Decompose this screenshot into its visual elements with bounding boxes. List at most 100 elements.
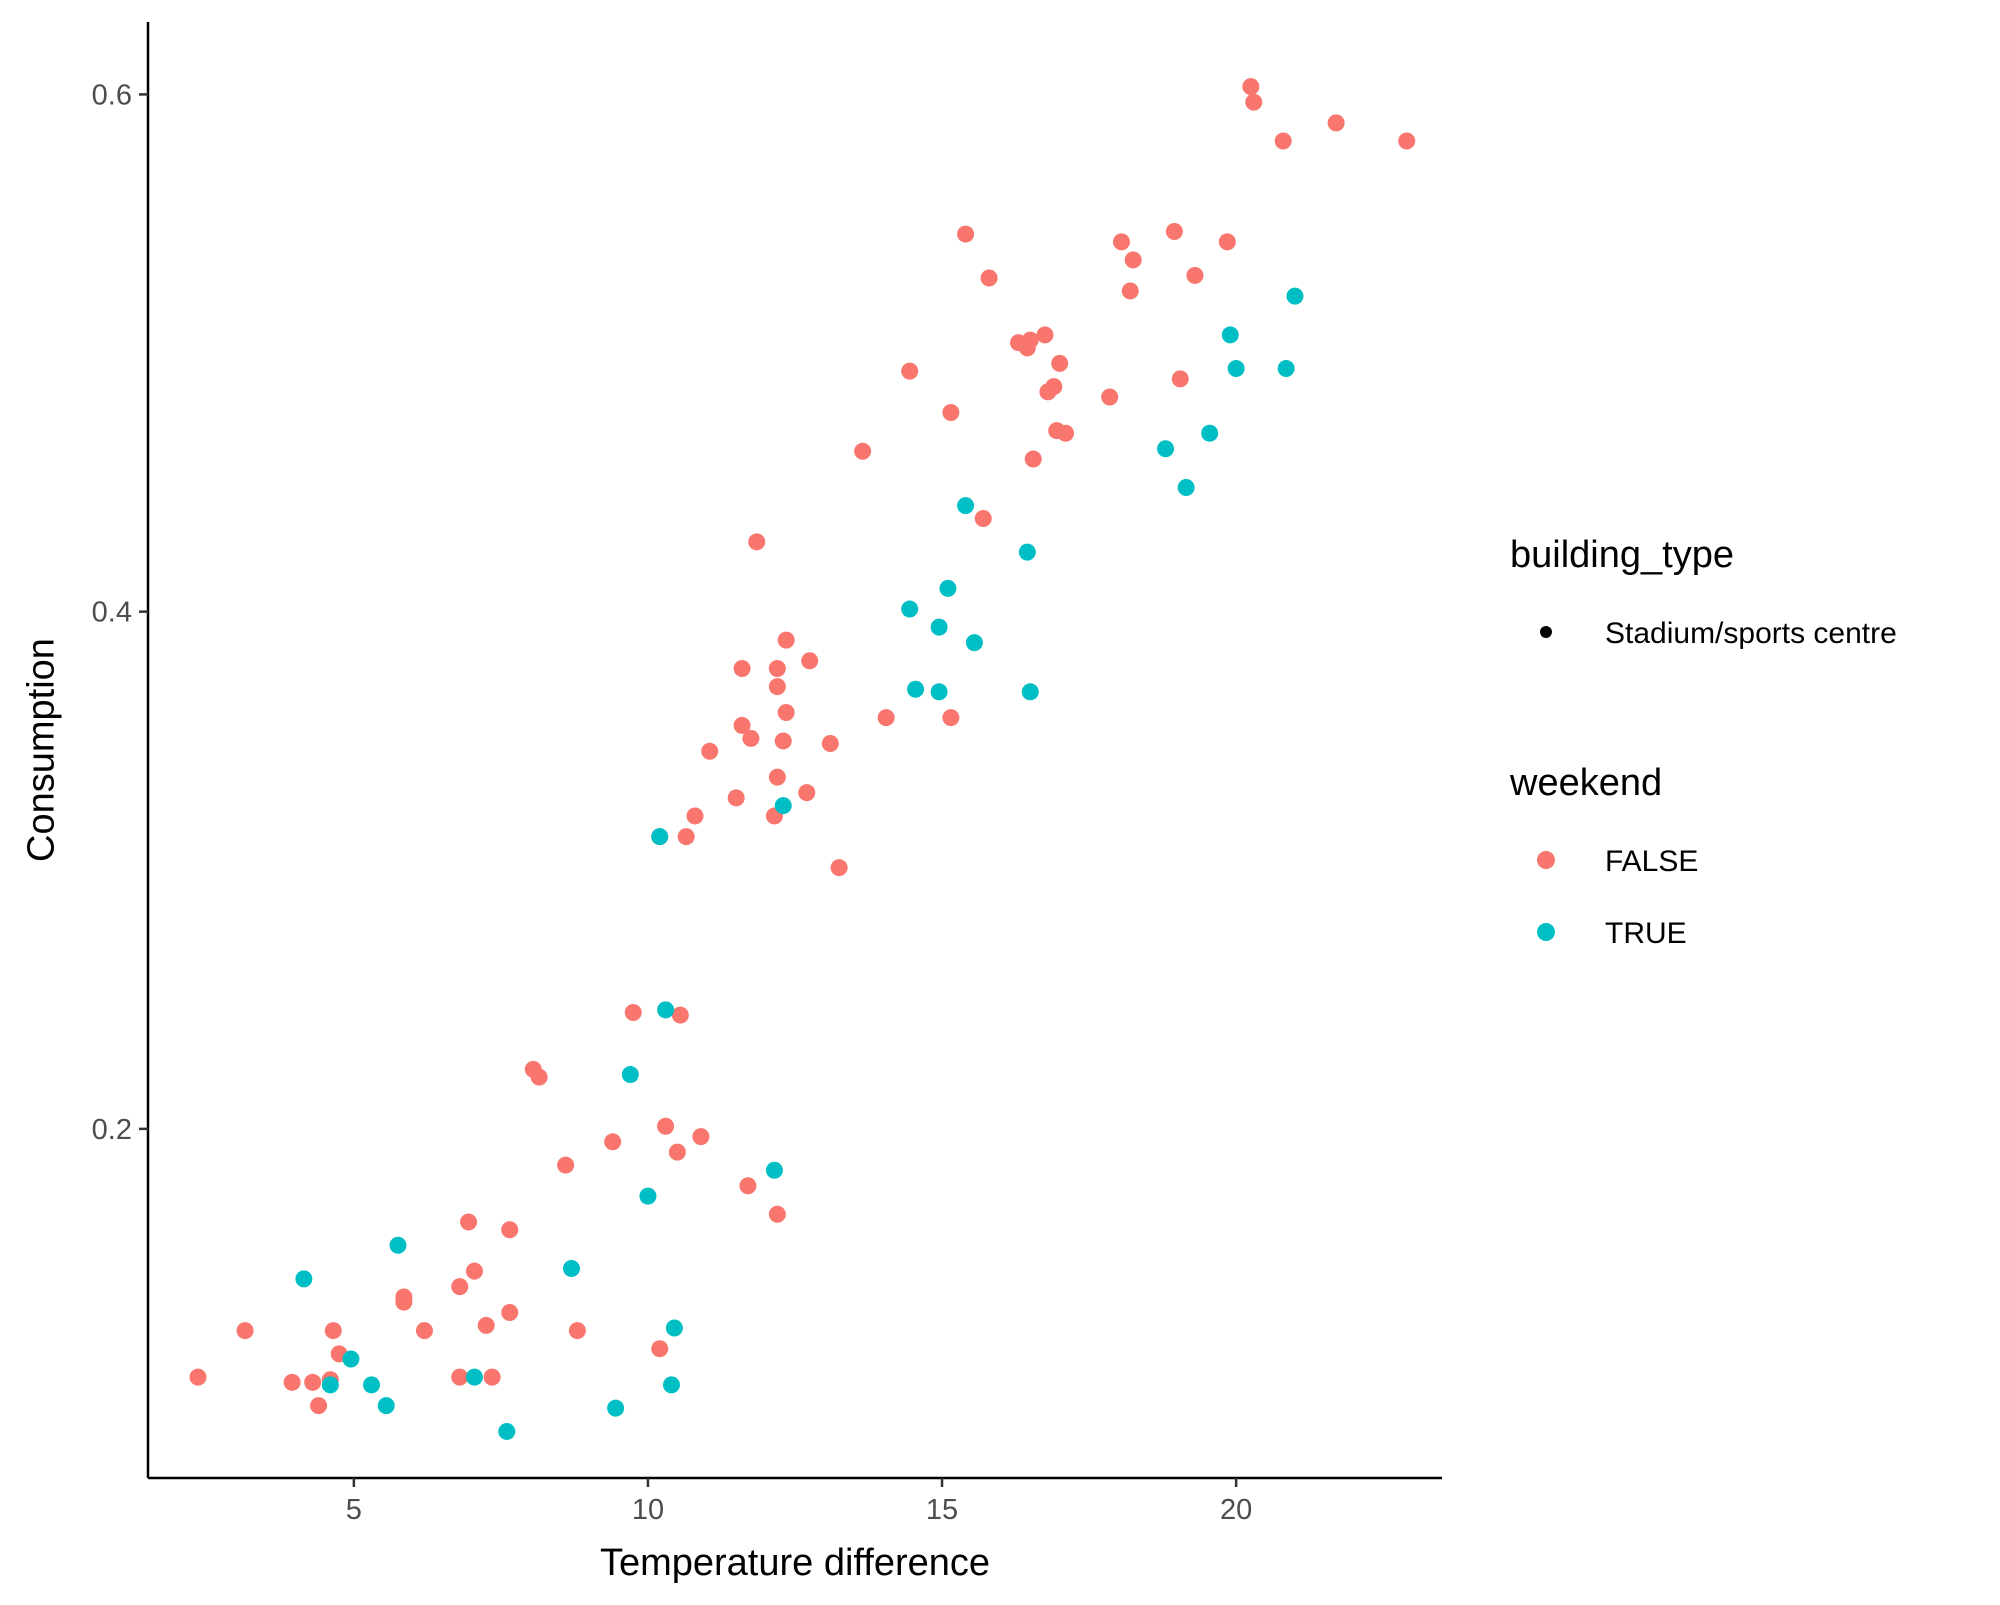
data-point-true [907,680,925,698]
data-point-false [395,1293,413,1311]
data-point-false [798,784,816,802]
y-tick-label: 0.4 [92,597,132,629]
data-point-true [295,1270,313,1288]
x-tick-label: 20 [1220,1494,1252,1526]
data-point-false [304,1373,322,1391]
data-point-false [1171,370,1189,388]
legend-key-false [1537,851,1555,869]
data-point-true [1201,424,1219,442]
data-point-false [801,652,819,670]
data-point-false [1245,93,1263,111]
data-point-false [733,660,751,678]
data-point-false [768,1205,786,1223]
data-point-true [639,1187,657,1205]
data-point-false [1112,233,1130,251]
data-point-false [768,768,786,786]
data-point-true [607,1399,625,1417]
y-tick-label: 0.2 [92,1114,132,1146]
legend: building_type Stadium/sports centre week… [1509,534,1897,950]
data-point-false [821,735,839,753]
data-point-true [1177,479,1195,497]
data-point-false [768,678,786,696]
data-point-false [465,1262,483,1280]
data-point-false [415,1322,433,1340]
data-point-true [965,634,983,652]
y-tick-label: 0.6 [92,79,132,111]
data-point-false [830,859,848,877]
data-point-true [1018,543,1036,561]
data-point-true [1277,360,1295,378]
data-point-false [1051,354,1069,372]
data-point-false [777,631,795,649]
data-point-false [460,1213,478,1231]
data-point-false [451,1278,469,1296]
data-point-false [1024,450,1042,468]
data-point-true [1221,326,1239,344]
data-point-false [942,709,960,727]
data-point-true [498,1422,516,1440]
plot-area [189,78,1416,1440]
data-point-false [1101,388,1119,406]
data-point-false [557,1156,575,1174]
data-point-true [662,1376,680,1394]
data-point-false [483,1368,501,1386]
data-point-false [671,1006,689,1024]
data-point-false [324,1322,342,1340]
data-point-true [377,1397,395,1415]
data-point-false [777,704,795,722]
legend-key-stadium [1540,626,1552,638]
data-point-false [1057,424,1075,442]
data-point-false [768,660,786,678]
x-tick-label: 5 [346,1494,362,1526]
data-point-true [321,1376,339,1394]
data-point-false [774,732,792,750]
data-point-false [854,442,872,460]
x-axis-title: Temperature difference [600,1542,990,1584]
legend-label-stadium: Stadium/sports centre [1605,617,1897,650]
data-point-true [562,1260,580,1278]
data-point-true [930,618,948,636]
data-point-false [1036,326,1054,344]
data-point-false [686,807,704,825]
x-tick-label: 10 [632,1494,664,1526]
data-point-false [530,1068,548,1086]
data-point-true [389,1236,407,1254]
data-point-false [692,1128,710,1146]
data-point-false [236,1322,254,1340]
data-point-true [1227,360,1245,378]
data-point-false [877,709,895,727]
data-point-false [189,1368,207,1386]
data-point-false [727,789,745,807]
data-point-false [1124,251,1142,269]
data-point-true [1157,440,1175,458]
axes: 5 10 15 20 0.2 0.4 0.6 [92,22,1442,1526]
data-point-false [748,533,766,551]
data-point-false [1398,132,1416,150]
x-tick-label: 15 [926,1494,958,1526]
data-point-false [942,404,960,422]
data-point-true [1286,287,1304,305]
data-point-false [568,1322,586,1340]
data-point-false [1218,233,1236,251]
data-point-false [974,510,992,528]
data-point-true [342,1350,360,1368]
data-point-false [957,225,975,243]
data-point-false [1165,222,1183,240]
data-point-false [739,1177,757,1195]
data-point-false [980,269,998,287]
legend-title-weekend: weekend [1509,762,1662,804]
data-point-false [283,1373,301,1391]
data-point-false [501,1221,519,1239]
data-point-true [957,497,975,515]
data-point-false [733,716,751,734]
legend-key-true [1537,923,1555,941]
data-point-true [901,600,919,618]
data-point-false [604,1133,622,1151]
data-point-false [1274,132,1292,150]
data-point-false [451,1368,469,1386]
data-point-false [1242,78,1260,96]
data-point-false [1327,114,1345,132]
data-point-false [668,1143,686,1161]
